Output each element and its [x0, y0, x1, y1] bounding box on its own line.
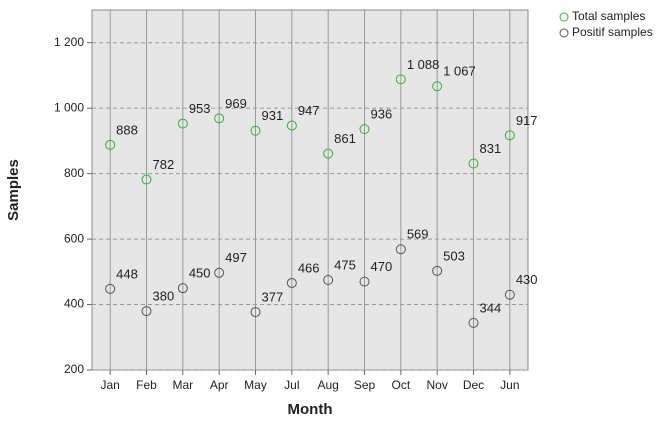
- data-label: 917: [516, 113, 538, 128]
- legend-marker: [559, 28, 569, 38]
- x-tick-label: Jul: [284, 378, 299, 392]
- point: [214, 113, 225, 124]
- point: [105, 139, 116, 150]
- point: [504, 130, 515, 141]
- y-tick-label: 1 000: [54, 100, 84, 114]
- x-tick-label: May: [244, 378, 267, 392]
- data-label: 953: [189, 101, 211, 116]
- data-label: 861: [334, 131, 356, 146]
- point: [395, 74, 406, 85]
- data-label: 377: [262, 290, 284, 305]
- point: [286, 277, 297, 288]
- x-tick-label: Aug: [317, 378, 338, 392]
- point: [141, 174, 152, 185]
- point: [432, 265, 443, 276]
- data-label: 466: [298, 260, 320, 275]
- data-label: 1 067: [443, 64, 476, 79]
- point: [468, 317, 479, 328]
- y-tick-label: 800: [64, 166, 84, 180]
- data-label: 931: [262, 108, 284, 123]
- point: [359, 276, 370, 287]
- x-tick-label: Nov: [426, 378, 447, 392]
- point: [395, 244, 406, 255]
- x-tick-label: Sep: [354, 378, 376, 392]
- data-label: 831: [480, 141, 502, 156]
- data-label: 344: [480, 300, 502, 315]
- x-tick-label: Oct: [391, 378, 410, 392]
- point: [323, 275, 334, 285]
- data-label: 475: [334, 257, 356, 272]
- legend-label: Total samples: [572, 9, 645, 23]
- y-axis-title: Samples: [5, 159, 22, 221]
- data-label: 1 088: [407, 57, 440, 72]
- point: [141, 306, 152, 317]
- point: [105, 283, 116, 294]
- x-tick-label: Apr: [210, 378, 229, 392]
- y-tick-label: 600: [64, 231, 84, 245]
- point: [250, 307, 261, 318]
- x-tick-label: Mar: [172, 378, 193, 392]
- x-tick-label: Jan: [100, 378, 119, 392]
- x-tick-label: Jun: [500, 378, 519, 392]
- data-label: 503: [443, 248, 465, 263]
- data-label: 430: [516, 272, 538, 287]
- y-tick-label: 400: [64, 297, 84, 311]
- data-label: 450: [189, 266, 211, 281]
- x-tick-label: Feb: [136, 378, 157, 392]
- data-label: 569: [407, 227, 429, 242]
- x-axis-title: Month: [288, 401, 333, 418]
- data-label: 947: [298, 103, 320, 118]
- point: [359, 124, 370, 135]
- data-label: 782: [153, 157, 175, 172]
- point: [504, 289, 515, 300]
- legend-marker: [559, 12, 569, 22]
- point: [214, 267, 225, 278]
- data-label: 380: [153, 289, 175, 304]
- plot-area: [91, 9, 529, 371]
- point: [323, 148, 334, 159]
- point: [250, 125, 261, 136]
- point: [177, 118, 188, 129]
- data-label: 888: [116, 122, 138, 137]
- point: [432, 81, 443, 92]
- data-label: 448: [116, 266, 138, 281]
- data-label: 936: [371, 107, 393, 122]
- point: [468, 158, 479, 169]
- data-label: 470: [371, 259, 393, 274]
- point: [286, 120, 297, 131]
- y-tick-label: 200: [64, 362, 84, 376]
- data-label: 969: [225, 96, 247, 111]
- x-tick-label: Dec: [463, 378, 484, 392]
- legend-label: Positif samples: [572, 25, 653, 39]
- point: [177, 283, 188, 294]
- data-label: 497: [225, 250, 247, 265]
- y-tick-label: 1 200: [54, 35, 84, 49]
